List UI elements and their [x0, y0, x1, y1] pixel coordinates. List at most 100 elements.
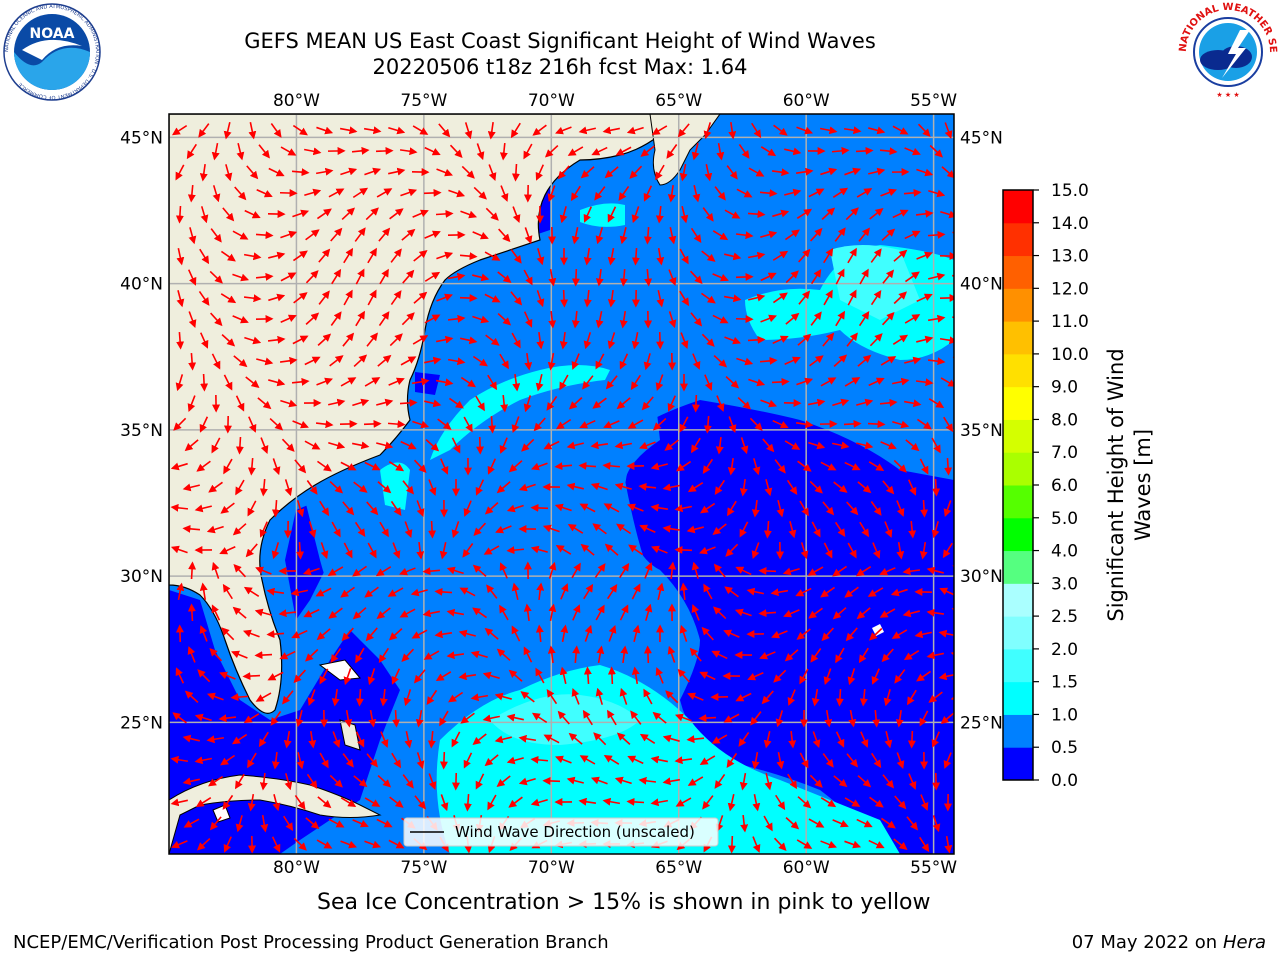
- wave-arrow-411: [535, 374, 544, 392]
- wave-arrow-324: [835, 310, 846, 327]
- wave-arrow-710: [594, 563, 606, 579]
- wave-arrow-412: [559, 374, 569, 391]
- wave-arrow-607: [484, 502, 499, 515]
- wave-arrow-961: [283, 730, 292, 749]
- wave-arrow-196: [927, 230, 946, 239]
- wave-arrow-917: [811, 688, 820, 707]
- wave-arrow-644: [592, 523, 607, 535]
- wave-arrow-1036: [496, 775, 511, 788]
- wave-arrow-767: [376, 607, 391, 619]
- wave-arrow-94: [844, 167, 862, 176]
- wave-arrow-538: [413, 459, 427, 473]
- wave-arrow-202: [268, 251, 286, 260]
- wave-arrow-295: [916, 293, 933, 303]
- wave-arrow-615: [674, 504, 693, 513]
- wave-arrow-204: [318, 248, 331, 263]
- wave-arrow-478: [555, 418, 572, 430]
- wave-arrow-18: [602, 126, 621, 135]
- wave-height-map: 80°W 75°W 70°W 65°W 60°W 55°W 80°W 75°W 70°W 65°…: [120, 91, 1155, 878]
- wave-arrow-1009: [627, 755, 644, 765]
- wave-arrow-646: [639, 524, 656, 533]
- sea-ice-note: Sea Ice Concentration > 15% is shown in …: [317, 890, 931, 915]
- wave-arrow-67: [199, 163, 208, 182]
- wave-arrow-804: [458, 629, 476, 638]
- wave-arrow-111: [473, 186, 487, 200]
- wave-arrow-557: [868, 461, 885, 472]
- wave-arrow-271: [343, 289, 353, 306]
- wave-arrow-856: [926, 651, 945, 660]
- wave-arrow-839: [523, 646, 533, 663]
- wave-arrow-1118: [880, 817, 896, 829]
- wave-arrow-322: [785, 312, 800, 325]
- wave-arrow-841: [572, 645, 581, 664]
- colorbar-ticks: 0.0 0.5 1.0 1.5 2.0 2.5 3.0 4.0 5.0 6.0 7.0 8.0 9.0 1…: [1033, 181, 1089, 791]
- wave-arrow-368: [304, 356, 321, 366]
- wave-arrow-761: [232, 606, 247, 619]
- wave-arrow-1092: [260, 814, 269, 833]
- wave-arrow-683: [725, 543, 739, 557]
- wave-arrow-291: [823, 289, 833, 306]
- colorbar-tick-label-16: 13.0: [1051, 247, 1089, 267]
- wave-arrow-925: [194, 713, 212, 722]
- wave-arrow-4: [270, 123, 282, 138]
- wave-arrow-226: [847, 247, 857, 264]
- wave-arrow-708: [548, 561, 557, 579]
- wave-arrow-351: [680, 332, 689, 349]
- wave-arrow-814: [701, 626, 714, 641]
- wave-arrow-137: [292, 209, 310, 218]
- wave-arrow-224: [798, 248, 811, 263]
- wave-arrow-864: [319, 668, 329, 685]
- wave-arrow-849: [759, 651, 776, 660]
- wave-arrow-429: [187, 395, 196, 412]
- colorbar-tick-label-6: 3.0: [1051, 574, 1078, 594]
- wave-arrow-544: [554, 462, 573, 471]
- wave-arrow-338: [366, 332, 378, 347]
- wave-arrow-813: [679, 624, 688, 642]
- wave-arrow-159: [821, 207, 836, 220]
- wave-arrow-666: [320, 542, 329, 560]
- wave-arrow-63: [904, 147, 921, 156]
- wave-arrow-871: [482, 671, 500, 680]
- wave-arrow-807: [535, 624, 544, 643]
- wave-arrow-955: [919, 710, 929, 727]
- wave-arrow-116: [594, 186, 606, 201]
- wave-arrow-638: [451, 521, 460, 539]
- wave-arrow-987: [907, 730, 916, 749]
- lon-label-bottom-2: 70°W: [528, 858, 575, 878]
- wave-arrow-117: [618, 185, 630, 201]
- wave-arrow-60: [831, 146, 850, 155]
- wave-arrow-80: [511, 163, 520, 182]
- wave-arrow-899: [379, 688, 388, 707]
- wave-arrow-451: [716, 395, 725, 412]
- lon-labels-top: 80°W 75°W 70°W 65°W 60°W 55°W: [273, 91, 957, 111]
- wave-arrow-248: [595, 268, 604, 287]
- wave-arrow-240: [402, 269, 415, 284]
- wave-arrow-825: [187, 646, 196, 663]
- wave-arrow-25: [773, 124, 788, 136]
- lat-label-left-3: 30°N: [120, 567, 163, 587]
- colorbar: [1002, 189, 1034, 781]
- wave-arrow-946: [698, 714, 717, 723]
- wave-arrow-441: [475, 395, 485, 412]
- wave-arrow-7: [339, 126, 358, 135]
- wave-arrow-456: [832, 398, 850, 407]
- date-text: 07 May 2022 on Hera: [1072, 932, 1266, 953]
- wave-arrow-118: [643, 185, 653, 202]
- wave-arrow-1017: [822, 753, 834, 768]
- colorbar-tick-label-5: 2.5: [1051, 607, 1078, 627]
- wave-arrow-705: [472, 564, 487, 577]
- wave-arrow-655: [859, 521, 870, 538]
- nws-logo: NATIONAL WEATHER SERVICE ★ ★ ★: [1178, 2, 1278, 100]
- wave-arrow-95: [868, 167, 886, 176]
- wave-arrow-1010: [650, 755, 668, 764]
- credit-text: NCEP/EMC/Verification Post Processing Pr…: [13, 932, 609, 953]
- wave-arrow-453: [760, 399, 778, 408]
- wave-arrow-1: [198, 123, 210, 138]
- wave-arrow-333: [244, 336, 262, 345]
- wave-arrow-1024: [208, 775, 224, 787]
- wave-arrow-275: [436, 293, 453, 302]
- wave-arrow-982: [788, 730, 797, 749]
- wave-arrow-374: [447, 357, 466, 366]
- wave-arrow-979: [711, 734, 728, 744]
- wave-arrow-711: [619, 562, 630, 579]
